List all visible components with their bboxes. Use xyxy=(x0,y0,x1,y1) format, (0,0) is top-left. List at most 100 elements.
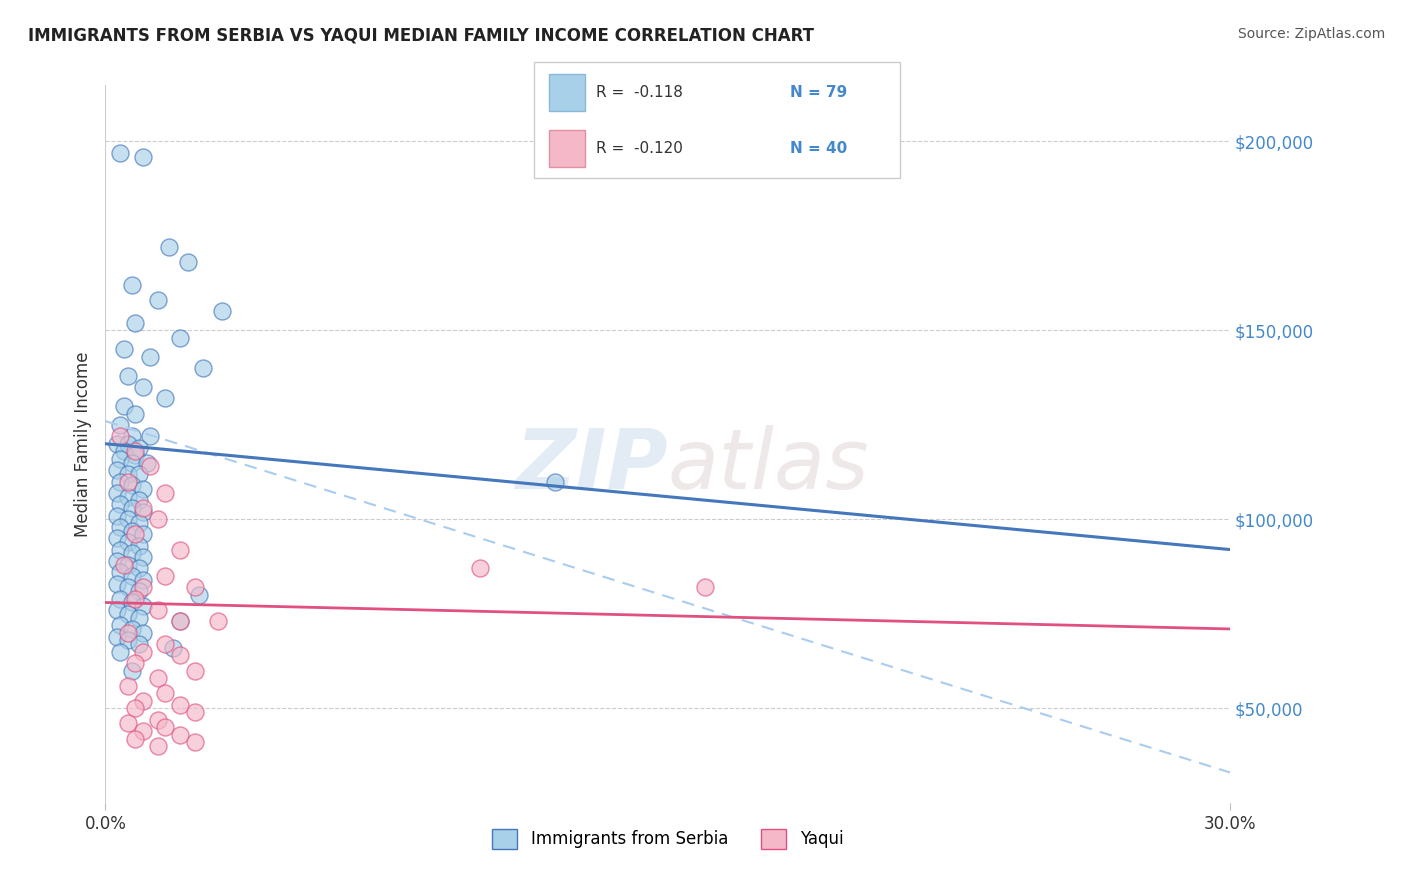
Point xyxy=(117,625,139,640)
Point xyxy=(162,640,184,655)
Point xyxy=(110,542,132,557)
FancyBboxPatch shape xyxy=(548,129,585,167)
Point xyxy=(169,331,191,345)
Point xyxy=(117,368,139,383)
Point xyxy=(117,475,139,489)
Point xyxy=(157,240,180,254)
Point xyxy=(110,475,132,489)
Point xyxy=(110,591,132,606)
Point xyxy=(121,524,143,538)
Point xyxy=(105,603,128,617)
Point xyxy=(146,671,169,685)
Point xyxy=(169,615,191,629)
Point xyxy=(128,584,150,599)
Point xyxy=(105,554,128,568)
Point xyxy=(207,615,229,629)
Point xyxy=(139,350,162,364)
Point xyxy=(121,569,143,583)
Point xyxy=(155,486,177,500)
Point xyxy=(117,558,139,572)
Point xyxy=(169,615,191,629)
Point xyxy=(135,456,157,470)
Point xyxy=(544,475,567,489)
Point xyxy=(128,493,150,508)
Point xyxy=(124,527,146,541)
Point xyxy=(177,255,200,269)
Point xyxy=(121,501,143,516)
Text: R =  -0.118: R = -0.118 xyxy=(596,85,683,100)
Point xyxy=(117,535,139,549)
Point xyxy=(128,516,150,530)
FancyBboxPatch shape xyxy=(548,74,585,112)
Point xyxy=(117,490,139,504)
Point xyxy=(146,739,169,753)
Point xyxy=(121,595,143,609)
Point xyxy=(105,630,128,644)
Point xyxy=(169,728,191,742)
Text: ZIP: ZIP xyxy=(515,425,668,506)
Point xyxy=(124,448,146,462)
Point xyxy=(110,429,132,443)
Text: R =  -0.120: R = -0.120 xyxy=(596,141,683,156)
Point xyxy=(105,486,128,500)
Point xyxy=(121,278,143,293)
Point xyxy=(110,451,132,466)
Point xyxy=(121,429,143,443)
Point xyxy=(132,645,155,659)
Point xyxy=(110,417,132,432)
Point xyxy=(184,705,207,719)
Point xyxy=(128,561,150,575)
Point xyxy=(117,436,139,450)
Point xyxy=(110,566,132,580)
Point xyxy=(117,633,139,648)
Point xyxy=(117,580,139,594)
Point xyxy=(105,576,128,591)
Point xyxy=(132,501,155,516)
Point xyxy=(132,573,155,587)
Point xyxy=(121,546,143,560)
Point xyxy=(132,580,155,594)
Point xyxy=(112,444,135,458)
Point xyxy=(117,467,139,481)
Point xyxy=(112,558,135,572)
Point xyxy=(155,720,177,734)
Point xyxy=(124,701,146,715)
Point xyxy=(128,610,150,624)
Point xyxy=(146,603,169,617)
Point xyxy=(124,444,146,458)
Point xyxy=(121,456,143,470)
Point xyxy=(132,380,155,394)
Point xyxy=(117,716,139,731)
Point xyxy=(132,599,155,614)
Point xyxy=(188,588,211,602)
Point xyxy=(105,531,128,545)
Point xyxy=(124,656,146,670)
Point xyxy=(112,399,135,413)
Point xyxy=(110,497,132,511)
Point xyxy=(169,698,191,712)
Point xyxy=(139,459,162,474)
Point xyxy=(110,520,132,534)
Point xyxy=(117,512,139,526)
Point xyxy=(105,463,128,477)
Point xyxy=(128,441,150,455)
Text: N = 79: N = 79 xyxy=(790,85,848,100)
Point xyxy=(128,637,150,651)
Point xyxy=(128,539,150,553)
Point xyxy=(211,304,233,318)
Point xyxy=(155,392,177,406)
Point xyxy=(169,542,191,557)
Point xyxy=(146,713,169,727)
Point xyxy=(112,343,135,357)
Point xyxy=(155,569,177,583)
Point xyxy=(132,149,155,164)
Point xyxy=(139,429,162,443)
Point xyxy=(169,648,191,663)
Point xyxy=(184,664,207,678)
Point xyxy=(117,607,139,621)
Point xyxy=(132,505,155,519)
Point xyxy=(105,436,128,450)
Y-axis label: Median Family Income: Median Family Income xyxy=(73,351,91,536)
Point xyxy=(121,478,143,492)
Point xyxy=(132,482,155,496)
